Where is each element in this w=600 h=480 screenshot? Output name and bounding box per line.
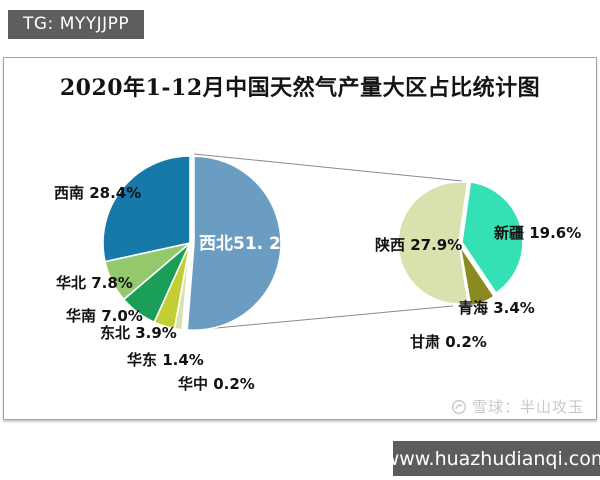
secondary-pie-slice-shanxi <box>397 181 469 305</box>
label-huadong: 华东 1.4% <box>127 351 204 369</box>
xueqiu-watermark: 雪球：半山攻玉 <box>451 396 584 417</box>
footer-url-text: www.huazhudianqi.com <box>383 447 600 470</box>
label-huanan: 华南 7.0% <box>66 307 143 325</box>
label-dongbei: 东北 3.9% <box>100 324 177 342</box>
secondary-pie-slice-xinjiang <box>461 181 524 294</box>
callout-line-bottom <box>193 305 454 331</box>
label-shanxi: 陕西 27.9% <box>375 236 463 254</box>
label-huabei: 华北 7.8% <box>56 274 133 292</box>
xueqiu-watermark-text: 雪球：半山攻玉 <box>471 398 584 416</box>
label-xinjiang: 新疆 19.6% <box>494 224 582 242</box>
main-pie-slice-xibei <box>186 155 282 331</box>
label-xinan: 西南 28.4% <box>54 184 142 202</box>
label-qinghai: 青海 3.4% <box>458 299 535 317</box>
chart-title: 2020年1-12月中国天然气产量大区占比统计图 <box>59 75 541 101</box>
secondary-pie-slice-qinghai <box>459 244 495 307</box>
xueqiu-logo-icon <box>451 399 466 414</box>
footer-url-bar: www.huazhudianqi.com <box>384 441 600 476</box>
label-huazhong: 华中 0.2% <box>178 375 255 393</box>
tg-badge: TG: MYYJJPP <box>8 10 145 39</box>
callout-line-top <box>193 153 463 182</box>
main-pie-slice-xinan <box>102 155 191 263</box>
label-gansu: 甘肃 0.2% <box>410 333 487 351</box>
label-xibei: 西北51. 2% <box>199 234 298 254</box>
